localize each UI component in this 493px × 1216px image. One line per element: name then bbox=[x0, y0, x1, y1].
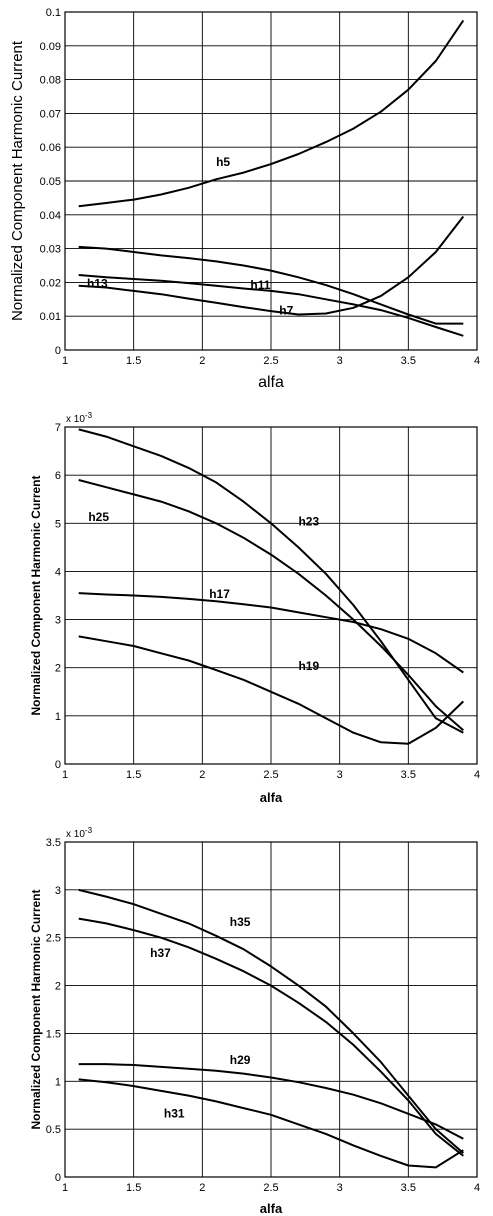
chart1-ytick-label: 0.08 bbox=[40, 75, 61, 87]
chart1-series-label-h13: h13 bbox=[87, 276, 108, 290]
chart1-xtick-label: 4 bbox=[474, 355, 480, 367]
chart3-ytick-label: 0.5 bbox=[46, 1124, 61, 1136]
chart2-xtick-label: 4 bbox=[474, 769, 480, 781]
chart1-xtick-label: 2.5 bbox=[263, 355, 278, 367]
chart3-xtick-label: 2 bbox=[199, 1182, 205, 1194]
chart2-ytick-label: 5 bbox=[55, 518, 61, 530]
chart3-ytick-label: 3 bbox=[55, 885, 61, 897]
chart2-series-label-h25: h25 bbox=[88, 510, 109, 524]
chart3-xtick-label: 3 bbox=[337, 1182, 343, 1194]
chart1-plot-frame bbox=[64, 11, 478, 351]
chart3-xtick-label: 3.5 bbox=[401, 1182, 416, 1194]
chart2-xtick-label: 1 bbox=[62, 769, 68, 781]
chart2-ytick-label: 7 bbox=[55, 422, 61, 434]
chart2-series-h25 bbox=[78, 479, 464, 732]
chart2-xtick-label: 2.5 bbox=[263, 769, 278, 781]
chart1-x-axis-label: alfa bbox=[258, 374, 284, 391]
chart2-ytick-label: 0 bbox=[55, 759, 61, 771]
chart1-series-label-h11: h11 bbox=[250, 278, 270, 292]
chart3-ytick-label: 2.5 bbox=[46, 933, 61, 945]
chart3-xtick-label: 4 bbox=[474, 1182, 480, 1194]
chart2-series-h19 bbox=[78, 635, 464, 745]
chart1-xtick-label: 1 bbox=[62, 355, 68, 367]
chart1-series-h13 bbox=[78, 274, 464, 337]
chart3-y-axis-label: Normalized Component Harmonic Current bbox=[29, 889, 43, 1129]
chart2-axis-multiplier: x 10-3 bbox=[66, 411, 93, 425]
chart2-ytick-label: 1 bbox=[55, 711, 61, 723]
chart2-ytick-label: 2 bbox=[55, 663, 61, 675]
chart2-ytick-label: 3 bbox=[55, 615, 61, 627]
chart1-ytick-label: 0.1 bbox=[46, 7, 61, 19]
chart2-plot-frame bbox=[64, 426, 478, 765]
chart2-series-label-h17: h17 bbox=[209, 587, 230, 601]
chart2-series-label-h23: h23 bbox=[298, 515, 319, 529]
chart3-axis-multiplier: x 10-3 bbox=[66, 826, 93, 840]
chart1-series-h11 bbox=[78, 245, 464, 325]
chart2-series-h23 bbox=[78, 428, 464, 734]
chart3-plot-frame bbox=[64, 841, 478, 1178]
chart1-ytick-label: 0.01 bbox=[40, 311, 61, 323]
chart3-xtick-label: 1.5 bbox=[126, 1182, 141, 1194]
chart3-ytick-label: 1.5 bbox=[46, 1028, 61, 1040]
chart3-series-label-h35: h35 bbox=[230, 915, 251, 929]
chart1-y-axis-label: Normalized Component Harmonic Current bbox=[9, 40, 26, 321]
chart3-ytick-label: 2 bbox=[55, 981, 61, 993]
chart3-series-label-h37: h37 bbox=[150, 946, 171, 960]
chart3-xtick-label: 2.5 bbox=[263, 1182, 278, 1194]
chart1-ytick-label: 0.06 bbox=[40, 142, 61, 154]
chart1-ytick-label: 0.04 bbox=[40, 210, 61, 222]
chart1-ytick-label: 0.02 bbox=[40, 277, 61, 289]
chart3-xtick-label: 1 bbox=[62, 1182, 68, 1194]
chart1-series-h7 bbox=[78, 215, 465, 316]
chart3-series-h29 bbox=[78, 1063, 464, 1140]
chart1-ytick-label: 0.05 bbox=[40, 176, 61, 188]
chart1-series-label-h5: h5 bbox=[216, 155, 230, 169]
chart3-series-h37 bbox=[78, 917, 464, 1157]
chart2-xtick-label: 3.5 bbox=[401, 769, 416, 781]
chart1-ytick-label: 0.09 bbox=[40, 41, 61, 53]
chart3-ytick-label: 1 bbox=[55, 1076, 61, 1088]
chart3-series-label-h31: h31 bbox=[164, 1107, 185, 1121]
chart1-ytick-label: 0 bbox=[55, 345, 61, 357]
chart3-series-h31 bbox=[78, 1078, 464, 1169]
chart2-series-label-h19: h19 bbox=[298, 659, 319, 673]
chart1-ytick-label: 0.03 bbox=[40, 244, 61, 256]
chart1-series-label-h7: h7 bbox=[279, 304, 293, 318]
chart1-ytick-label: 0.07 bbox=[40, 108, 61, 120]
chart1-xtick-label: 1.5 bbox=[126, 355, 141, 367]
chart3-ytick-label: 3.5 bbox=[46, 837, 61, 849]
chart1-xtick-label: 3.5 bbox=[401, 355, 416, 367]
chart2-xtick-label: 1.5 bbox=[126, 769, 141, 781]
chart3-series-h35 bbox=[78, 888, 464, 1154]
chart2-ytick-label: 6 bbox=[55, 470, 61, 482]
chart2-y-axis-label: Normalized Component Harmonic Current bbox=[29, 475, 43, 715]
chart1-xtick-label: 2 bbox=[199, 355, 205, 367]
chart3-series-label-h29: h29 bbox=[230, 1053, 251, 1067]
chart2-ytick-label: 4 bbox=[55, 566, 61, 578]
chart2-xtick-label: 3 bbox=[337, 769, 343, 781]
chart2-x-axis-label: alfa bbox=[260, 790, 283, 805]
chart3-x-axis-label: alfa bbox=[260, 1201, 283, 1216]
chart3-ytick-label: 0 bbox=[55, 1172, 61, 1184]
chart1-xtick-label: 3 bbox=[337, 355, 343, 367]
chart2-series-h17 bbox=[78, 592, 464, 674]
chart2-xtick-label: 2 bbox=[199, 769, 205, 781]
chart1-series-h5 bbox=[78, 19, 465, 208]
